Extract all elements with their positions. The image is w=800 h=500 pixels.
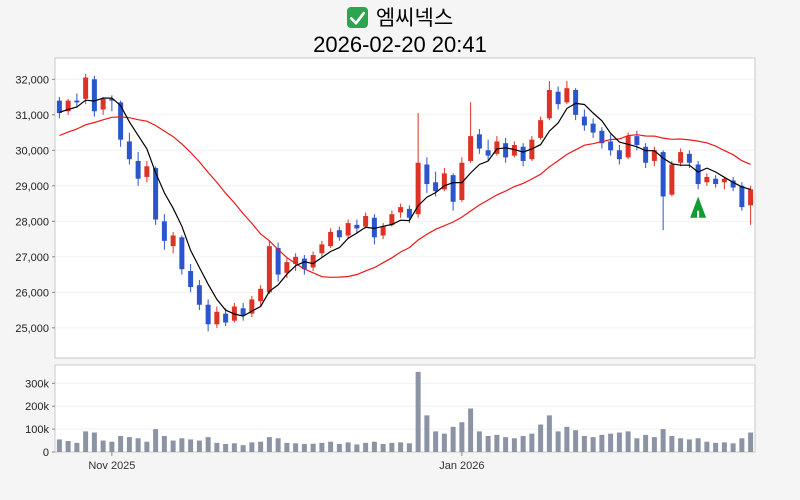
svg-text:25,000: 25,000 [15, 323, 49, 335]
chart-header: 엠씨넥스 2026-02-20 20:41 [0, 3, 800, 58]
ma-long-line [59, 116, 751, 278]
svg-text:26,000: 26,000 [15, 287, 49, 299]
svg-text:28,000: 28,000 [15, 216, 49, 228]
svg-text:200k: 200k [25, 401, 49, 413]
volume-axis: 300k 200k 100k 0 [25, 378, 754, 459]
svg-text:31,000: 31,000 [15, 110, 49, 122]
svg-text:Nov 2025: Nov 2025 [88, 460, 135, 472]
ma-short-line [59, 97, 751, 317]
buy-signal-icon [690, 196, 707, 218]
checked-checkbox-icon[interactable] [346, 6, 368, 28]
svg-text:300k: 300k [25, 378, 49, 390]
svg-text:0: 0 [43, 447, 49, 459]
svg-text:Jan 2026: Jan 2026 [439, 460, 484, 472]
volume-bars [56, 371, 754, 452]
svg-text:32,000: 32,000 [15, 74, 49, 86]
price-axis: 32,000 31,000 30,000 29,000 28,000 27,000 26,0… [15, 74, 754, 335]
chart-panels [54, 57, 756, 453]
svg-text:30,000: 30,000 [15, 145, 49, 157]
svg-text:27,000: 27,000 [15, 252, 49, 264]
title-row: 엠씨넥스 [0, 3, 800, 31]
stock-name: 엠씨넥스 [375, 7, 454, 30]
svg-text:100k: 100k [25, 424, 49, 436]
svg-text:29,000: 29,000 [15, 181, 49, 193]
time-axis: Nov 2025 Jan 2026 [88, 452, 485, 472]
chart-datetime: 2026-02-20 20:41 [313, 32, 487, 57]
